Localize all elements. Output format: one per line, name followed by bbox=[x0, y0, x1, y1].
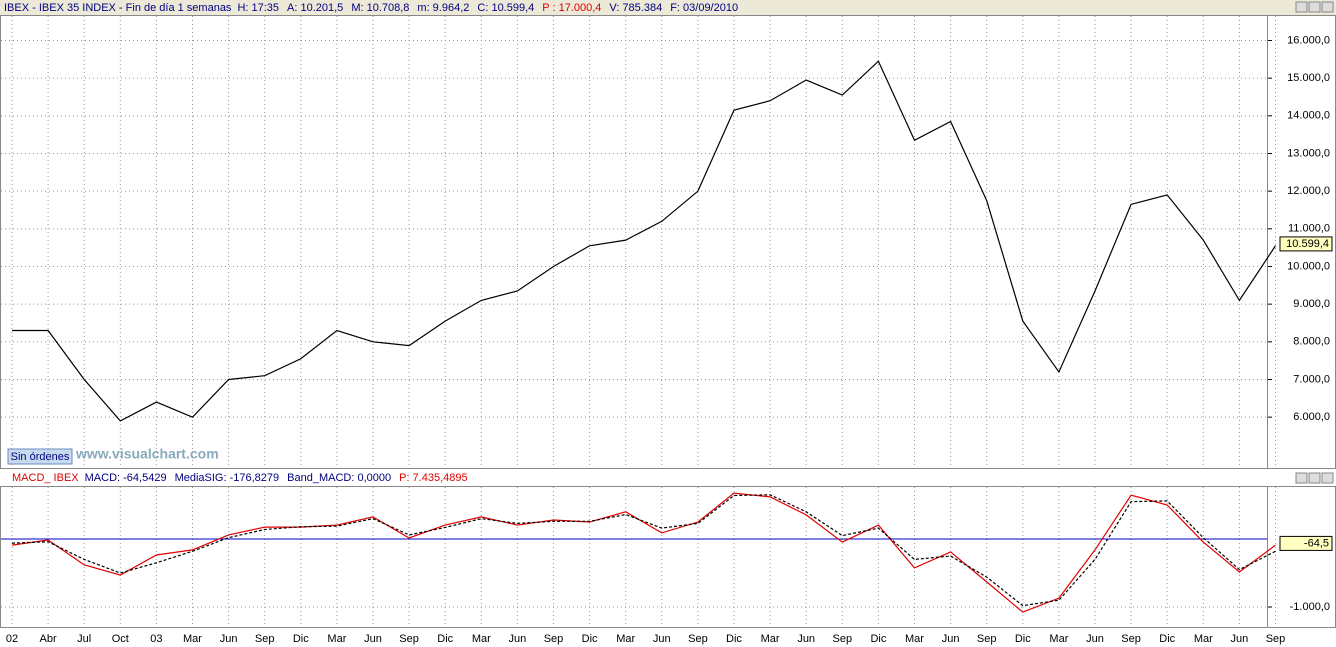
y-tick-label: 6.000,0 bbox=[1293, 411, 1330, 423]
chart-title: IBEX - IBEX 35 INDEX - Fin de día 1 sema… bbox=[4, 2, 232, 14]
x-tick-label: Dic bbox=[582, 633, 598, 645]
window-buttons[interactable] bbox=[1295, 1, 1334, 13]
x-tick-label: Jun bbox=[942, 633, 960, 645]
x-tick-label: Dic bbox=[726, 633, 742, 645]
title-bar bbox=[0, 0, 1336, 15]
y-tick-label: 12.000,0 bbox=[1287, 185, 1330, 197]
y-tick-label: 14.000,0 bbox=[1287, 110, 1330, 122]
x-tick-label: Dic bbox=[870, 633, 886, 645]
maximize-button[interactable] bbox=[1308, 1, 1321, 13]
x-tick-label: Sep bbox=[1121, 633, 1141, 645]
orders-button-label[interactable]: Sin órdenes bbox=[11, 451, 70, 463]
x-tick-label: Dic bbox=[437, 633, 453, 645]
x-tick-label: Jul bbox=[77, 633, 91, 645]
info-text: m: 9.964,2 bbox=[417, 2, 469, 14]
x-tick-label: Sep bbox=[1266, 633, 1286, 645]
y-tick-label: 16.000,0 bbox=[1287, 34, 1330, 46]
info-text: MediaSIG: -176,8279 bbox=[175, 472, 280, 484]
x-tick-label: Jun bbox=[1231, 633, 1249, 645]
info-text: Band_MACD: 0,0000 bbox=[287, 472, 391, 484]
current-value-label: -64,5 bbox=[1304, 537, 1329, 549]
x-tick-label: Jun bbox=[797, 633, 815, 645]
current-value-badge bbox=[1279, 236, 1333, 252]
x-tick-label: Mar bbox=[183, 633, 202, 645]
x-tick-label: Mar bbox=[1049, 633, 1068, 645]
info-text: C: 10.599,4 bbox=[477, 2, 534, 14]
x-tick-label: Dic bbox=[1159, 633, 1175, 645]
maximize-button[interactable] bbox=[1308, 472, 1321, 484]
y-tick-label: 15.000,0 bbox=[1287, 72, 1330, 84]
x-tick-label: 02 bbox=[6, 633, 18, 645]
x-tick-label: Mar bbox=[327, 633, 346, 645]
price-panel bbox=[0, 15, 1268, 469]
y-tick-label: -1.000,0 bbox=[1290, 601, 1330, 613]
x-tick-label: Mar bbox=[905, 633, 924, 645]
x-tick-label: Jun bbox=[364, 633, 382, 645]
info-text: A: 10.201,5 bbox=[287, 2, 343, 14]
x-tick-label: Mar bbox=[616, 633, 635, 645]
x-tick-label: Dic bbox=[1015, 633, 1031, 645]
info-text: V: 785.384 bbox=[609, 2, 662, 14]
x-tick-label: Mar bbox=[472, 633, 491, 645]
x-tick-label: Sep bbox=[255, 633, 275, 645]
x-tick-label: 03 bbox=[150, 633, 162, 645]
x-tick-label: Sep bbox=[688, 633, 708, 645]
macd-panel bbox=[0, 486, 1268, 628]
x-tick-label: Oct bbox=[112, 633, 129, 645]
close-button[interactable] bbox=[1321, 472, 1334, 484]
info-text: M: 10.708,8 bbox=[351, 2, 409, 14]
info-text: H: 17:35 bbox=[237, 2, 279, 14]
x-tick-label: Jun bbox=[509, 633, 527, 645]
x-tick-label: Jun bbox=[220, 633, 238, 645]
x-tick-label: Mar bbox=[1194, 633, 1213, 645]
y-tick-label: 7.000,0 bbox=[1293, 373, 1330, 385]
y-tick-label: 8.000,0 bbox=[1293, 336, 1330, 348]
minimize-button[interactable] bbox=[1295, 1, 1308, 13]
x-tick-label: Sep bbox=[977, 633, 997, 645]
close-button[interactable] bbox=[1321, 1, 1334, 13]
x-tick-label: Sep bbox=[399, 633, 419, 645]
y-tick-label: 11.000,0 bbox=[1288, 223, 1330, 235]
info-text: F: 03/09/2010 bbox=[670, 2, 738, 14]
minimize-button[interactable] bbox=[1295, 472, 1308, 484]
x-tick-label: Abr bbox=[40, 633, 57, 645]
current-value-badge bbox=[1279, 535, 1333, 551]
series-line bbox=[11, 492, 1276, 613]
watermark: www.visualchart.com bbox=[75, 446, 219, 462]
x-tick-label: Dic bbox=[293, 633, 309, 645]
y-tick-label: 13.000,0 bbox=[1287, 147, 1330, 159]
macd-title: MACD_ IBEX bbox=[12, 472, 79, 484]
y-tick-label: 10.000,0 bbox=[1287, 260, 1330, 272]
y-tick-label: 9.000,0 bbox=[1293, 298, 1330, 310]
x-tick-label: Jun bbox=[653, 633, 671, 645]
current-value-label: 10.599,4 bbox=[1286, 238, 1329, 250]
info-text: P : 17.000,4 bbox=[542, 2, 601, 14]
info-text: MACD: -64,5429 bbox=[85, 472, 167, 484]
x-axis bbox=[0, 628, 1336, 647]
x-tick-label: Sep bbox=[833, 633, 853, 645]
x-tick-label: Sep bbox=[544, 633, 564, 645]
orders-button[interactable] bbox=[7, 448, 73, 465]
macd-buttons[interactable] bbox=[1295, 472, 1334, 484]
x-tick-label: Jun bbox=[1086, 633, 1104, 645]
x-tick-label: Mar bbox=[761, 633, 780, 645]
series-line bbox=[12, 60, 1277, 422]
info-text: P: 7.435,4895 bbox=[399, 472, 468, 484]
macd-header bbox=[0, 469, 1336, 485]
series-line bbox=[11, 494, 1276, 607]
